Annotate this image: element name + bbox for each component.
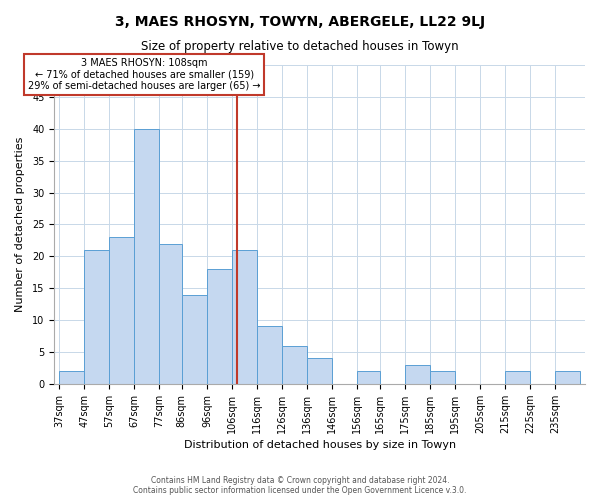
X-axis label: Distribution of detached houses by size in Towyn: Distribution of detached houses by size … (184, 440, 455, 450)
Text: Size of property relative to detached houses in Towyn: Size of property relative to detached ho… (141, 40, 459, 53)
Y-axis label: Number of detached properties: Number of detached properties (15, 137, 25, 312)
Bar (84, 250, 109, 384)
Bar (232, 250, 257, 384)
Bar (282, 346, 307, 384)
Text: 3 MAES RHOSYN: 108sqm
← 71% of detached houses are smaller (159)
29% of semi-det: 3 MAES RHOSYN: 108sqm ← 71% of detached … (28, 58, 260, 91)
Bar (109, 237, 134, 384)
Bar (59, 371, 84, 384)
Text: 3, MAES RHOSYN, TOWYN, ABERGELE, LL22 9LJ: 3, MAES RHOSYN, TOWYN, ABERGELE, LL22 9L… (115, 15, 485, 29)
Bar (257, 326, 282, 384)
Bar (505, 371, 530, 384)
Bar (307, 358, 332, 384)
Bar (357, 371, 380, 384)
Bar (405, 364, 430, 384)
Bar (182, 294, 207, 384)
Bar (430, 371, 455, 384)
Bar (555, 371, 580, 384)
Bar (134, 129, 160, 384)
Bar (207, 269, 232, 384)
Text: Contains HM Land Registry data © Crown copyright and database right 2024.
Contai: Contains HM Land Registry data © Crown c… (133, 476, 467, 495)
Bar (160, 244, 182, 384)
